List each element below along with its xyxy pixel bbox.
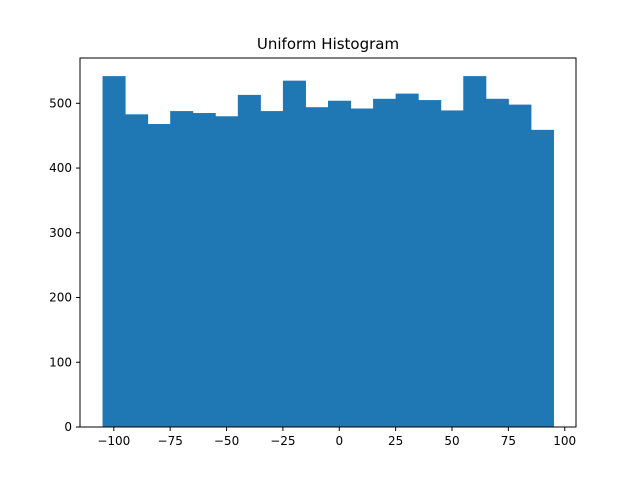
y-tick-label: 400 [49,161,72,175]
histogram-bar [305,107,329,427]
axes-frame [79,57,577,428]
histogram-bar [192,113,216,428]
histogram-bar [508,104,532,427]
x-tick-label: −100 [97,434,130,448]
histogram-bar [485,98,509,427]
x-tick-label: −25 [270,434,295,448]
histogram-bar [125,114,149,428]
y-tick-label: 300 [49,226,72,240]
histogram-bar [463,76,487,427]
histogram-bar [237,94,261,428]
y-tick-label: 100 [49,355,72,369]
x-tick-label: 50 [444,434,459,448]
histogram-bar [282,80,306,427]
x-tick-label: −75 [158,434,183,448]
x-axis: −100 −75 −50 −25 0 25 50 75 100 [97,427,576,448]
histogram-bar [215,116,239,428]
histogram-bar [102,76,126,427]
x-tick-label: 25 [388,434,403,448]
histogram-bar [350,108,374,427]
histogram-bar [440,110,464,428]
chart-title: Uniform Histogram [257,35,399,53]
y-tick-label: 0 [64,420,72,434]
histogram-bar [260,111,284,427]
histogram-bar [147,124,171,427]
histogram-bar [170,111,194,427]
bars-group [102,76,554,428]
histogram-bar [418,100,442,427]
histogram-bar [395,93,419,428]
x-tick-label: 75 [501,434,516,448]
histogram-bar [530,129,554,427]
histogram-bar [373,98,397,427]
x-tick-label: 0 [335,434,343,448]
y-tick-label: 500 [49,96,72,110]
x-tick-label: 100 [553,434,576,448]
y-axis: 0 100 200 300 400 500 [49,96,80,434]
histogram-bar [328,100,352,427]
y-tick-label: 200 [49,291,72,305]
x-tick-label: −50 [214,434,239,448]
